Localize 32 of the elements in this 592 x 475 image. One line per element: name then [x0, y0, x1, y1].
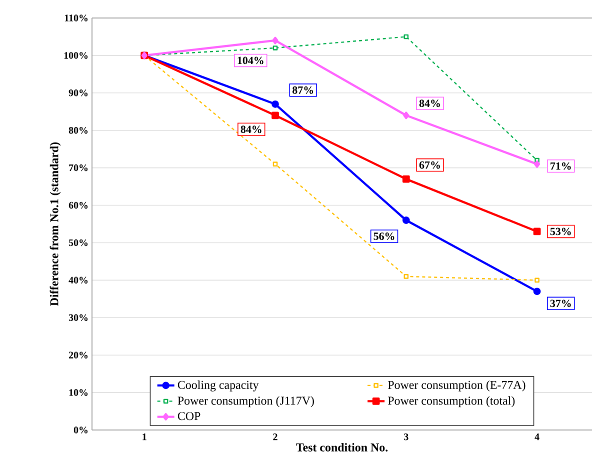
data-label: 84% — [419, 100, 440, 108]
legend-label: Power consumption (total) — [388, 396, 515, 408]
data-label: 37% — [550, 300, 571, 308]
x-tick-label: 2 — [273, 434, 278, 440]
data-label: 53% — [550, 228, 571, 236]
y-axis-title: Difference from No.1 (standard) — [50, 142, 61, 306]
legend-label: COP — [178, 412, 200, 420]
y-tick-label: 10% — [69, 389, 88, 396]
x-tick-label: 3 — [404, 434, 408, 440]
data-label: 56% — [374, 232, 394, 240]
y-tick-label: 30% — [68, 314, 88, 322]
y-tick-label: 90% — [68, 90, 88, 96]
x-tick-label: 1 — [142, 434, 146, 440]
y-tick-label: 0% — [74, 426, 88, 434]
y-tick-label: 50% — [68, 239, 88, 246]
y-tick-label: 60% — [68, 202, 88, 209]
y-tick-label: 110% — [64, 14, 88, 22]
data-label: 84% — [240, 126, 262, 134]
data-label: 104% — [238, 56, 264, 64]
data-label: 67% — [419, 161, 440, 169]
y-tick-label: 70% — [69, 164, 88, 172]
y-tick-label: 20% — [68, 352, 88, 358]
legend-label: Power consumption (J117V) — [178, 396, 314, 408]
x-tick-label: 4 — [534, 434, 540, 440]
y-tick-label: 80% — [68, 126, 88, 134]
data-label: 87% — [292, 86, 314, 94]
x-axis-title: Test condition No. — [296, 443, 388, 452]
y-tick-label: 40% — [68, 276, 88, 284]
y-tick-label: 100% — [64, 52, 88, 59]
legend-label: Cooling capacity — [178, 380, 259, 392]
data-label: 71% — [550, 162, 571, 170]
legend-label: Power consumption (E-77A) — [388, 380, 526, 392]
